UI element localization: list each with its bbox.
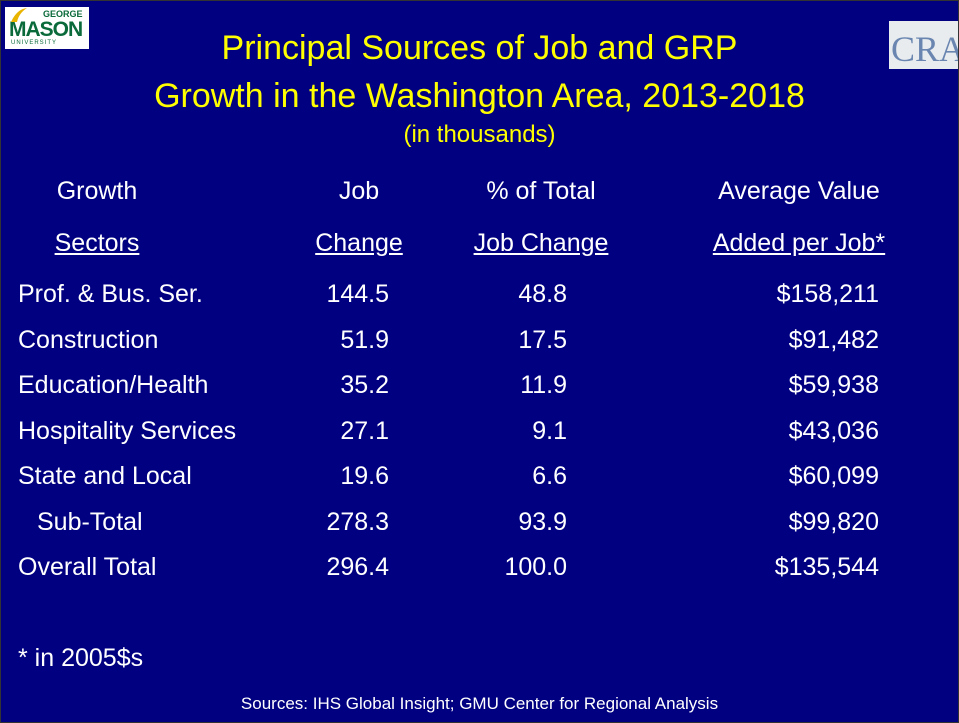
cra-logo: CRA <box>889 21 959 69</box>
row-label: Hospitality Services <box>18 416 237 445</box>
cell-value: 48.8 <box>518 280 567 308</box>
column-header: Job Change <box>473 229 609 257</box>
cell-value: 35.2 <box>340 371 389 399</box>
cell-value: 27.1 <box>340 416 389 445</box>
cell-value: 6.6 <box>532 462 567 490</box>
sources: Sources: IHS Global Insight; GMU Center … <box>240 694 719 713</box>
column-header: Job <box>338 177 380 205</box>
cell-value: 100.0 <box>504 553 567 581</box>
column-header: Added per Job* <box>712 229 886 257</box>
logo-text: GEORGE <box>43 9 83 19</box>
logo-text: UNIVERSITY <box>11 40 58 46</box>
logo-text: MASON <box>9 18 83 41</box>
row-label: Construction <box>18 325 159 354</box>
cell-value: 11.9 <box>520 371 567 399</box>
cell-value: $91,482 <box>788 325 879 354</box>
row-label: Education/Health <box>18 371 209 399</box>
cell-value: $59,938 <box>788 371 879 399</box>
logo-flame <box>11 8 27 22</box>
cell-value: $135,544 <box>774 553 879 581</box>
title-line: Growth in the Washington Area, 2013-2018 <box>154 77 805 115</box>
footnote: * in 2005$s <box>18 644 144 672</box>
row-label: State and Local <box>18 462 192 490</box>
row-label: Overall Total <box>18 553 157 581</box>
cell-value: 278.3 <box>326 507 389 536</box>
cell-value: 93.9 <box>518 507 567 536</box>
cell-value: 19.6 <box>340 462 389 490</box>
logo-text: CRA <box>891 29 959 69</box>
cell-value: 51.9 <box>340 325 389 354</box>
row-label: Sub-Total <box>37 507 143 536</box>
cell-value: 296.4 <box>326 553 389 581</box>
cell-value: 144.5 <box>326 280 389 308</box>
column-header: % of Total <box>486 177 596 205</box>
column-header: Average Value <box>718 177 880 205</box>
column-header: Growth <box>56 177 138 205</box>
mason-logo: GEORGE MASON UNIVERSITY <box>5 7 89 49</box>
cell-value: $60,099 <box>788 462 879 490</box>
column-header: Change <box>315 229 403 257</box>
cell-value: 17.5 <box>518 325 567 354</box>
title-line: Principal Sources of Job and GRP <box>221 29 738 67</box>
cell-value: $43,036 <box>788 416 879 445</box>
column-header: Sectors <box>54 229 140 257</box>
cell-value: $158,211 <box>776 280 879 308</box>
cell-value: $99,820 <box>788 507 879 536</box>
cell-value: 9.1 <box>532 416 567 445</box>
subtitle: (in thousands) <box>403 121 556 148</box>
row-label: Prof. & Bus. Ser. <box>18 280 203 308</box>
